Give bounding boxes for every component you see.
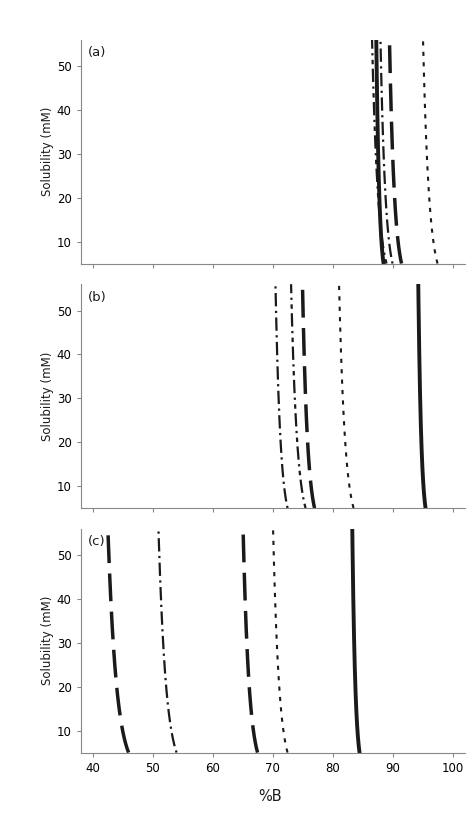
Text: (a): (a) — [88, 46, 107, 60]
Y-axis label: Solubility (mM): Solubility (mM) — [41, 351, 54, 441]
Text: (b): (b) — [88, 291, 107, 304]
Y-axis label: Solubility (mM): Solubility (mM) — [41, 107, 54, 196]
Y-axis label: Solubility (mM): Solubility (mM) — [41, 596, 54, 686]
Text: (c): (c) — [88, 535, 106, 548]
Text: %B: %B — [258, 789, 282, 804]
